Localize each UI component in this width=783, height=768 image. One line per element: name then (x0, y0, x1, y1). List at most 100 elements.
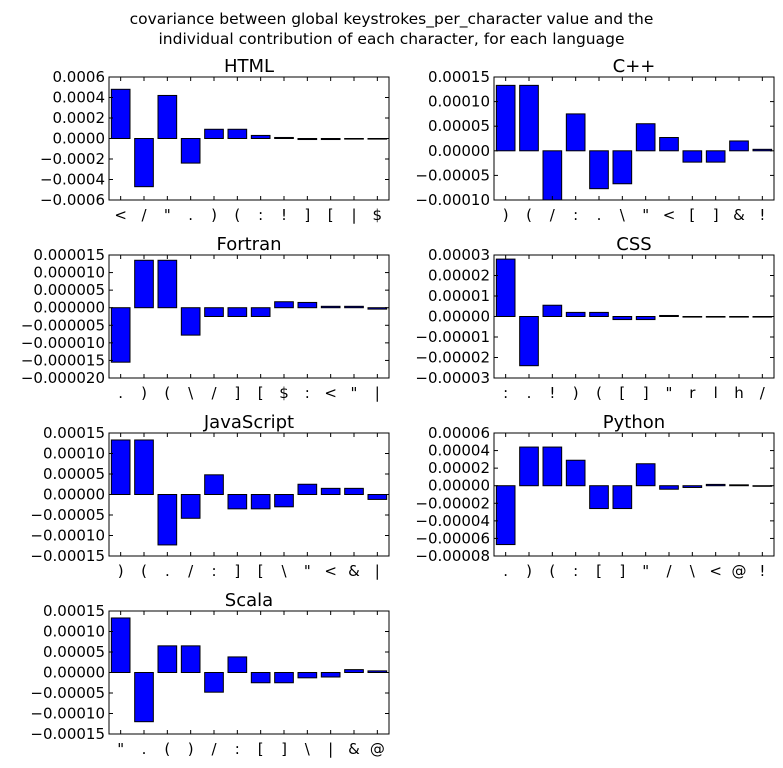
x-tick-label: | (375, 562, 380, 580)
subplot-c-: −0.00010 −0.00005 0.00000 0.00005 0.00010 0.0… (415, 56, 775, 224)
bar (157, 645, 178, 673)
x-tick-label: \ (305, 740, 311, 758)
bar (659, 314, 679, 318)
x-tick-label: ! (759, 562, 765, 580)
y-tick-label: 0.000015 (33, 246, 105, 264)
y-tick-label: −0.00001 (415, 328, 490, 346)
bar (344, 669, 364, 674)
subplot-title: Scala (225, 590, 273, 611)
y-tick-label: 0.00015 (43, 424, 105, 442)
bar (134, 259, 154, 309)
x-tick-label: / (141, 206, 147, 224)
subplot-python: −0.00008−0.00006−0.00004−0.000020.000000… (415, 412, 775, 580)
y-tick-label: 0.00005 (43, 643, 105, 661)
x-tick-label: [ (689, 206, 695, 224)
bar (344, 305, 364, 309)
x-tick-label: ) (503, 206, 509, 224)
y-tick-label: 0.00001 (428, 287, 490, 305)
bar (320, 305, 341, 309)
bar (367, 670, 388, 673)
bar (752, 485, 773, 487)
bar (752, 316, 773, 318)
bar (589, 485, 609, 510)
x-tick-label: " (642, 562, 649, 580)
y-tick-label: −0.00005 (30, 684, 105, 702)
y-tick-label: −0.000020 (21, 369, 105, 387)
x-tick-label: ) (118, 562, 124, 580)
x-tick-label: ( (141, 562, 147, 580)
x-tick-label: ] (234, 384, 240, 402)
bar (519, 84, 539, 152)
bar (180, 494, 201, 519)
y-tick-label: −0.00010 (415, 191, 490, 209)
x-tick-label: | (328, 740, 333, 758)
bar (659, 485, 679, 490)
bar (250, 307, 271, 317)
subplot-css: −0.00003 −0.00002 −0.00001 0.00000 0.00001 0.… (415, 234, 775, 402)
y-tick-label: 0.000005 (33, 281, 105, 299)
bar (752, 148, 773, 152)
bar (110, 88, 131, 140)
subplot-title: C++ (613, 56, 656, 77)
bar (682, 316, 703, 318)
x-tick-label: ( (164, 384, 170, 402)
y-tick-label: −0.00015 (30, 547, 105, 565)
bar (320, 672, 341, 678)
y-tick-label: 0.0000 (53, 130, 106, 148)
x-tick-label: / (666, 562, 672, 580)
bar (705, 316, 726, 318)
x-tick-label: & (348, 740, 360, 758)
subplot-html: −0.0006 −0.0004 −0.0002 0.0000 0.0002 0.0004 0… (40, 56, 390, 224)
x-tick-label: @ (370, 740, 385, 758)
bar (297, 301, 318, 309)
y-tick-label: 0.00010 (428, 93, 490, 111)
x-tick-label: [ (258, 740, 264, 758)
bar (134, 439, 154, 495)
plot-frame (493, 432, 775, 557)
bar (367, 307, 388, 310)
x-tick-label: ( (526, 206, 532, 224)
x-tick-label: ] (643, 384, 649, 402)
y-tick-label: 0.00000 (428, 477, 490, 495)
x-tick-label: < (114, 206, 127, 224)
y-tick-label: 0.00005 (43, 465, 105, 483)
x-tick-label: " (642, 206, 649, 224)
y-tick-label: 0.00004 (428, 442, 490, 460)
x-tick-label: | (351, 206, 356, 224)
bar (297, 672, 318, 679)
bar (344, 487, 364, 496)
bar (589, 311, 609, 317)
bar (635, 123, 656, 152)
y-tick-label: 0.0004 (53, 89, 106, 107)
bar (682, 150, 703, 163)
x-tick-label: < (324, 384, 337, 402)
y-tick-label: 0.00015 (428, 68, 490, 86)
x-tick-label: / (211, 384, 217, 402)
y-tick-label: −0.00002 (415, 494, 490, 512)
x-tick-label: \ (281, 562, 287, 580)
x-tick-label: < (709, 562, 722, 580)
x-tick-label: [ (258, 562, 264, 580)
x-tick-label: ( (234, 206, 240, 224)
bar (297, 138, 318, 141)
x-tick-label: . (142, 740, 147, 758)
y-tick-label: −0.000005 (21, 316, 105, 334)
x-tick-label: [ (619, 384, 625, 402)
x-tick-label: " (351, 384, 358, 402)
x-tick-label: l (714, 384, 718, 402)
bar (110, 439, 131, 495)
x-tick-label: : (573, 206, 578, 224)
x-tick-label: ! (759, 206, 765, 224)
x-tick-label: : (305, 384, 310, 402)
bar (565, 311, 586, 317)
x-tick-label: r (689, 384, 696, 402)
x-tick-label: ! (281, 206, 287, 224)
x-tick-label: . (527, 384, 532, 402)
x-tick-label: ] (281, 740, 287, 758)
x-tick-label: : (503, 384, 508, 402)
x-tick-label: ( (549, 562, 555, 580)
bar (204, 474, 224, 496)
x-tick-label: h (734, 384, 744, 402)
